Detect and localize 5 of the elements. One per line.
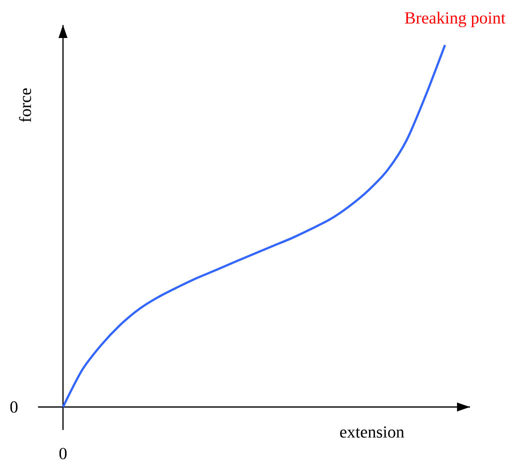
text: Breaking point [404, 12, 506, 28]
text: 0 [10, 401, 18, 413]
text: 0 [59, 448, 67, 460]
x-axis-title: extension [340, 426, 404, 438]
y-axis-title: force [19, 88, 32, 122]
